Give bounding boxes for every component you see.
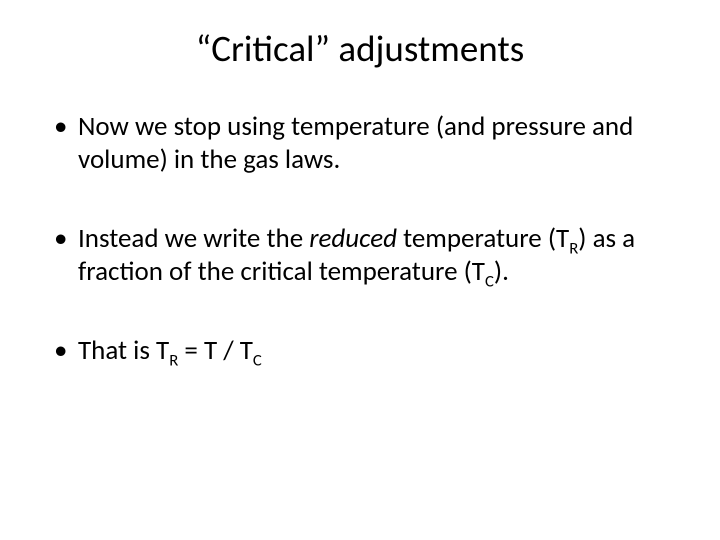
bullet-item: Instead we write the reduced temperature…: [50, 223, 670, 289]
bullet-item: That is TR = T / TC: [50, 335, 670, 368]
slide: “Critical” adjustments Now we stop using…: [0, 0, 720, 540]
bullet-item: Now we stop using temperature (and press…: [50, 111, 670, 177]
bullet-list: Now we stop using temperature (and press…: [50, 111, 670, 368]
slide-title: “Critical” adjustments: [50, 26, 670, 71]
